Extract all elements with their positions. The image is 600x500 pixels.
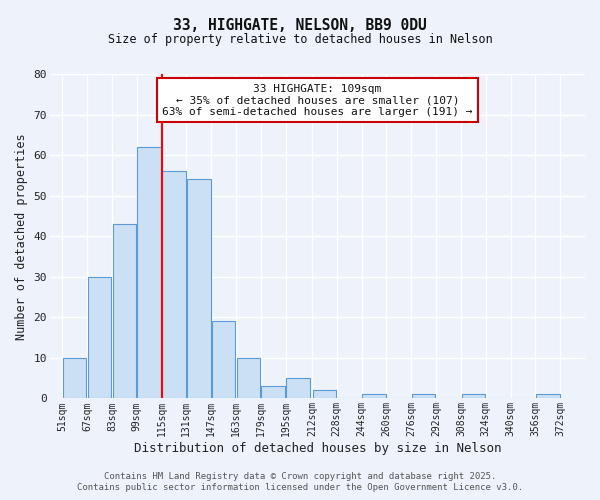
Bar [536,394,560,398]
Text: 33, HIGHGATE, NELSON, BB9 0DU: 33, HIGHGATE, NELSON, BB9 0DU [173,18,427,32]
Bar [412,394,436,398]
Bar [162,172,186,398]
Bar [187,180,211,398]
Bar [262,386,285,398]
Text: 33 HIGHGATE: 109sqm
← 35% of detached houses are smaller (107)
63% of semi-detac: 33 HIGHGATE: 109sqm ← 35% of detached ho… [162,84,473,117]
Y-axis label: Number of detached properties: Number of detached properties [15,133,28,340]
X-axis label: Distribution of detached houses by size in Nelson: Distribution of detached houses by size … [134,442,501,455]
Bar [137,147,161,399]
Text: Size of property relative to detached houses in Nelson: Size of property relative to detached ho… [107,32,493,46]
Bar [88,277,111,398]
Bar [236,358,260,399]
Bar [113,224,136,398]
Text: Contains HM Land Registry data © Crown copyright and database right 2025.: Contains HM Land Registry data © Crown c… [104,472,496,481]
Bar [63,358,86,399]
Bar [286,378,310,398]
Bar [212,322,235,398]
Text: Contains public sector information licensed under the Open Government Licence v3: Contains public sector information licen… [77,484,523,492]
Bar [362,394,386,398]
Bar [461,394,485,398]
Bar [313,390,336,398]
